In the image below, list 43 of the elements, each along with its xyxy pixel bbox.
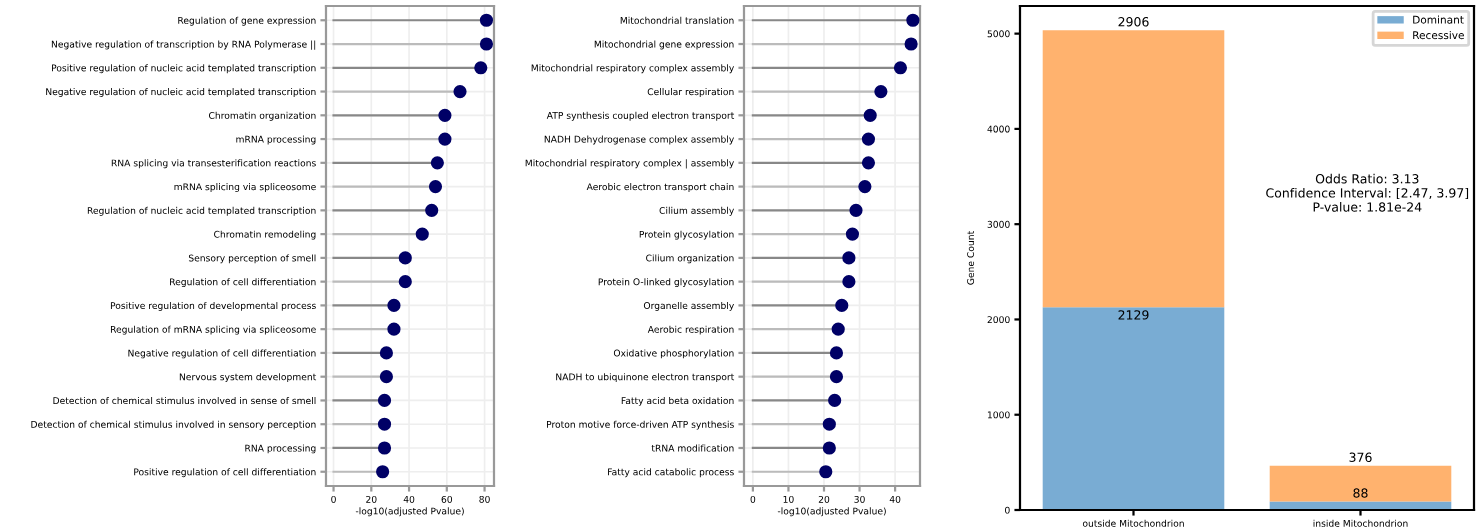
point: [904, 37, 918, 51]
point: [819, 465, 833, 479]
point: [842, 251, 856, 265]
bar: [1042, 30, 1225, 308]
point: [376, 465, 390, 479]
point: [453, 84, 467, 99]
point: [829, 370, 844, 384]
point: [438, 108, 452, 122]
point: [822, 417, 836, 431]
bar: [1269, 465, 1452, 502]
point: [379, 346, 393, 360]
point: [425, 203, 439, 217]
point: [415, 227, 429, 241]
point: [835, 298, 849, 312]
point: [861, 132, 876, 146]
point: [387, 322, 401, 336]
point: [874, 84, 888, 99]
point: [829, 346, 844, 360]
point: [379, 370, 393, 384]
point: [861, 156, 876, 170]
point: [438, 132, 452, 146]
point: [842, 275, 856, 289]
point: [479, 13, 494, 27]
point: [428, 180, 443, 194]
point: [828, 393, 842, 408]
point: [377, 393, 392, 408]
point: [398, 251, 412, 265]
point: [906, 13, 920, 27]
point: [387, 298, 401, 312]
point: [377, 417, 392, 431]
point: [845, 227, 860, 241]
point: [893, 61, 908, 75]
point: [863, 108, 877, 122]
point: [822, 441, 836, 455]
point: [474, 61, 488, 75]
point: [858, 180, 872, 194]
point: [377, 441, 392, 455]
point: [831, 322, 845, 336]
point: [479, 37, 494, 51]
point: [849, 203, 863, 217]
point: [430, 156, 444, 170]
bar: [1042, 307, 1225, 510]
point: [398, 275, 412, 289]
